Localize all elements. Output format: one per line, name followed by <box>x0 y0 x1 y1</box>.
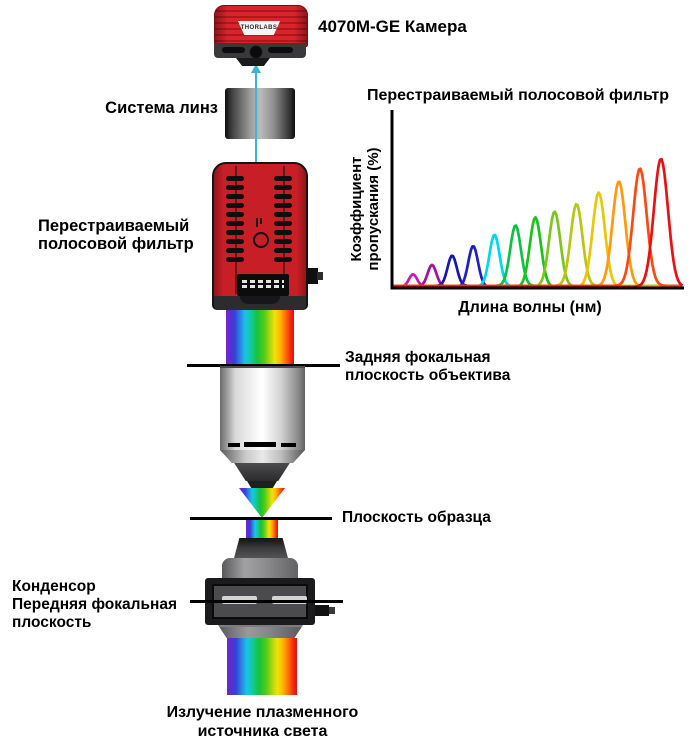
condenser-label-line3: плоскость <box>12 614 92 631</box>
light-source-label-line1: Излучение плазменного <box>166 704 359 721</box>
camera-label: 4070M-GE Камера <box>318 17 467 36</box>
tunable-filter-label: Перестраиваемый полосовой фильтр <box>38 217 194 253</box>
objective-ring-dash <box>281 443 296 447</box>
light-source-label: Излучение плазменного источника света <box>160 703 365 741</box>
tunable-filter-device <box>212 162 323 310</box>
filter-plate-textline <box>242 285 284 288</box>
spectrum-peak-trace <box>393 233 683 288</box>
sample-plane-line <box>190 517 332 520</box>
tunable-filter-label-line2: полосовой фильтр <box>38 235 194 253</box>
filter-plate-textline <box>242 280 284 283</box>
camera-device: THORLABS <box>214 5 308 66</box>
back-focal-plane-line <box>187 364 340 367</box>
back-focal-plane-label-line1: Задняя фокальная <box>345 349 491 366</box>
lens-system-cylinder <box>225 88 295 139</box>
condenser-label: Конденсор Передняя фокальная плоскость <box>12 578 177 632</box>
filter-label-plate <box>237 274 289 296</box>
camera-foot <box>236 58 270 66</box>
condenser-knob-nub <box>329 607 335 614</box>
camera-slot-left <box>222 47 245 53</box>
filter-spectrum-chart <box>338 83 694 300</box>
rainbow-beam-light-source <box>227 638 297 695</box>
objective-nose-cone <box>234 463 290 481</box>
tunable-filter-label-line1: Перестраиваемый <box>38 217 190 235</box>
rainbow-beam-below-sample <box>246 520 278 538</box>
filter-marking <box>260 218 262 224</box>
condenser-label-line2: Передняя фокальная <box>12 596 178 613</box>
condenser-label-line1: Конденсор <box>12 578 96 595</box>
spectrum-peak-trace <box>393 244 683 289</box>
back-focal-plane-label-line2: плоскость объектива <box>345 367 511 384</box>
camera-brand-plate: THORLABS <box>237 21 281 35</box>
condenser-collar <box>222 558 298 578</box>
sample-plane-label: Плоскость образца <box>342 509 491 526</box>
filter-aperture-circle <box>253 232 269 248</box>
camera-slot-right <box>268 47 293 53</box>
objective-ring-dash <box>228 443 240 447</box>
optical-axis-through-lens <box>255 88 257 139</box>
chart-title: Перестраиваемый полосовой фильтр <box>366 87 670 104</box>
filter-vents-left <box>226 176 244 262</box>
filter-side-connector <box>306 268 318 284</box>
condenser-knob <box>315 605 329 616</box>
front-focal-plane-line <box>190 600 343 603</box>
chart-x-axis-label: Длина волны (нм) <box>458 299 602 316</box>
camera-lens-mount-icon <box>249 45 263 59</box>
condenser-skirt <box>218 625 303 638</box>
filter-vents-right <box>274 176 292 262</box>
optical-axis-arrowhead-icon <box>251 64 261 73</box>
condenser-top-cone <box>234 538 288 558</box>
camera-brand-text: THORLABS <box>240 25 278 31</box>
lens-system-label: Система линз <box>105 99 218 117</box>
filter-side-connector-nub <box>317 272 323 280</box>
rainbow-beam-filter-to-objective <box>226 310 294 366</box>
spectrum-peaks <box>393 157 684 289</box>
filter-bottom-curve <box>240 296 280 304</box>
objective-tip <box>247 481 277 489</box>
rainbow-focus-cone <box>239 488 285 518</box>
objective-barrel <box>220 366 305 450</box>
spectrum-plot-area <box>390 110 684 290</box>
objective-taper <box>220 450 305 463</box>
filter-marking <box>256 218 258 227</box>
chart-axes-spines <box>390 110 684 290</box>
back-focal-plane-label: Задняя фокальная плоскость объектива <box>345 349 510 385</box>
spectrum-peak-trace <box>393 263 683 288</box>
objective-ring-dash <box>244 442 276 447</box>
light-source-label-line2: источника света <box>197 723 328 740</box>
